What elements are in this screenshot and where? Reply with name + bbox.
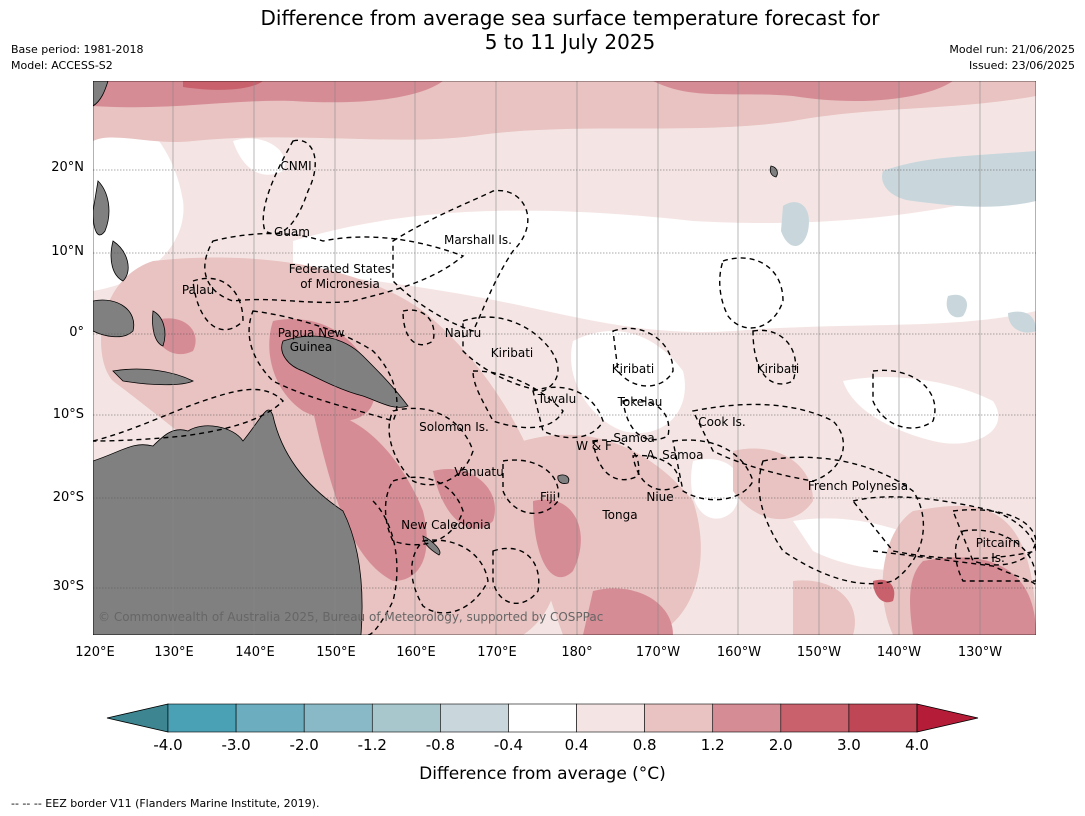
lon-label-140e: 140°E	[235, 645, 275, 660]
sst-anomaly-map: CNMI Guam Marshall Is. Federated States …	[93, 81, 1036, 635]
lon-label-160e: 160°E	[396, 645, 436, 660]
map-title: Difference from average sea surface temp…	[0, 6, 1085, 54]
sulawesi-landmass	[152, 310, 166, 347]
lat-label-equator: 0°	[69, 325, 84, 340]
label-palau: Palau	[182, 283, 214, 297]
fiji-landmass	[557, 474, 570, 484]
label-marshall-islands: Marshall Is.	[444, 233, 512, 247]
meta-right: Model run: 21/06/2025 Issued: 23/06/2025	[949, 42, 1075, 74]
lon-label-150w: 150°W	[796, 645, 842, 660]
label-tonga: Tonga	[601, 508, 637, 522]
label-png-line2: Guinea	[290, 340, 333, 354]
lon-label-130w: 130°W	[957, 645, 1003, 660]
philippines-landmass	[93, 180, 110, 236]
label-new-caledonia: New Caledonia	[401, 518, 491, 532]
lon-label-160w: 160°W	[716, 645, 762, 660]
colorbar-cell	[780, 703, 850, 733]
colorbar	[106, 703, 979, 733]
lat-label-20n: 20°N	[51, 160, 84, 175]
lat-label-10s: 10°S	[52, 407, 84, 422]
colorbar-tick-label: 4.0	[905, 736, 929, 754]
colorbar-cell	[576, 703, 645, 733]
label-png-line1: Papua New	[278, 326, 345, 340]
colorbar-cell	[167, 703, 237, 733]
lon-label-150e: 150°E	[316, 645, 356, 660]
colorbar-extend-low	[106, 703, 169, 733]
colorbar-cells	[167, 703, 918, 733]
label-samoa: Samoa	[613, 431, 654, 445]
colorbar-cell	[848, 703, 918, 733]
title-line-2: 5 to 11 July 2025	[484, 30, 656, 54]
colorbar-cell	[440, 703, 509, 733]
colorbar-cell	[371, 703, 441, 733]
lon-label-120e: 120°E	[75, 645, 115, 660]
lon-label-170e: 170°E	[477, 645, 517, 660]
label-fsm-line2: of Micronesia	[300, 277, 380, 291]
model-name: Model: ACCESS-S2	[11, 59, 113, 72]
label-cnmi: CNMI	[280, 159, 311, 173]
lat-label-10n: 10°N	[51, 244, 84, 259]
label-nauru: Nauru	[445, 326, 481, 340]
issued-date: Issued: 23/06/2025	[968, 59, 1075, 72]
lon-label-130e: 130°E	[154, 645, 194, 660]
base-period: Base period: 1981-2018	[11, 43, 144, 56]
label-french-polynesia: French Polynesia	[808, 479, 908, 493]
lat-label-20s: 20°S	[52, 490, 84, 505]
land-masses	[93, 81, 778, 635]
colorbar-cell	[508, 703, 577, 733]
label-american-samoa: A. Samoa	[647, 448, 704, 462]
meta-left: Base period: 1981-2018 Model: ACCESS-S2	[11, 42, 143, 74]
label-tuvalu: Tuvalu	[537, 392, 577, 406]
label-kiribati-central: Kiribati	[612, 362, 654, 376]
label-pitcairn-line2: Is.	[991, 551, 1005, 565]
colorbar-tick-label: -3.0	[221, 736, 251, 754]
label-fsm-line1: Federated States	[289, 262, 391, 276]
label-vanuatu: Vanuatu	[454, 465, 504, 479]
region-labels: CNMI Guam Marshall Is. Federated States …	[182, 159, 1020, 565]
label-guam: Guam	[274, 225, 310, 239]
label-niue: Niue	[646, 490, 673, 504]
hawaii-landmass	[769, 165, 778, 178]
near-average-areas	[93, 109, 1036, 570]
colorbar-extend-high	[916, 703, 979, 733]
colorbar-tick-label: 1.2	[700, 736, 725, 754]
label-cook-islands: Cook Is.	[698, 415, 745, 429]
title-line-1: Difference from average sea surface temp…	[260, 6, 880, 30]
label-tokelau: Tokelau	[617, 395, 663, 409]
colorbar-tick-label: -0.4	[493, 736, 524, 754]
eez-legend-footer: -- -- -- EEZ border V11 (Flanders Marine…	[11, 797, 320, 810]
colorbar-tick-label: -0.8	[425, 736, 455, 754]
meridians	[172, 81, 981, 635]
colorbar-tick-label: -4.0	[153, 736, 183, 754]
colorbar-tick-label: -1.2	[357, 736, 387, 754]
colorbar-tick-label: 0.8	[632, 736, 657, 754]
colorbar-cell	[712, 703, 782, 733]
label-solomon-islands: Solomon Is.	[419, 420, 489, 434]
philippines-landmass-south	[110, 240, 129, 282]
colorbar-cell	[303, 703, 373, 733]
colorbar-cell	[644, 703, 714, 733]
label-pitcairn-line1: Pitcairn	[976, 536, 1021, 550]
lon-label-170w: 170°W	[635, 645, 681, 660]
label-fiji: Fiji	[540, 490, 556, 504]
australia-landmass	[93, 409, 363, 635]
new-guinea-landmass	[281, 335, 409, 408]
lon-label-180: 180°	[561, 645, 593, 660]
lon-label-140w: 140°W	[876, 645, 922, 660]
lat-label-30s: 30°S	[52, 579, 84, 594]
copyright-notice: © Commonwealth of Australia 2025, Bureau…	[98, 610, 603, 624]
colorbar-cell	[235, 703, 305, 733]
eez-borders	[93, 139, 1036, 635]
colorbar-tick-label: 2.0	[768, 736, 793, 754]
label-kiribati-east: Kiribati	[757, 362, 799, 376]
model-run: Model run: 21/06/2025	[949, 43, 1075, 56]
graticule	[93, 169, 1036, 589]
colorbar-label: Difference from average (°C)	[419, 764, 666, 784]
label-wallis-futuna: W & F	[576, 439, 612, 453]
label-kiribati-west: Kiribati	[491, 346, 533, 360]
colorbar-tick-label: 3.0	[836, 736, 861, 754]
colorbar-tick-label: 0.4	[564, 736, 589, 754]
colorbar-tick-label: -2.0	[289, 736, 319, 754]
